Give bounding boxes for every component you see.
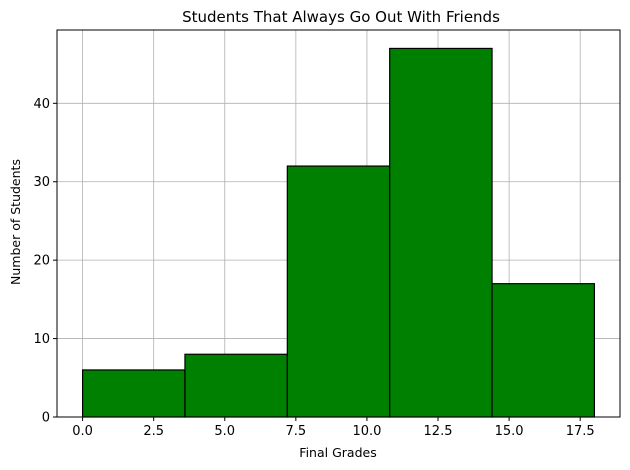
y-tick-label: 30 bbox=[33, 175, 50, 190]
chart-title: Students That Always Go Out With Friends bbox=[182, 8, 500, 26]
x-tick-label: 7.5 bbox=[286, 424, 307, 439]
histogram-bar bbox=[286, 165, 391, 418]
y-axis-ticks: 0 10 20 30 40 bbox=[33, 97, 57, 426]
x-axis-label: Final Grades bbox=[299, 445, 376, 460]
y-tick-label: 40 bbox=[33, 97, 50, 112]
x-tick-label: 2.5 bbox=[143, 424, 164, 439]
x-axis-ticks: 0.0 2.5 5.0 7.5 10.0 12.5 15.0 17.5 bbox=[72, 417, 595, 439]
bars bbox=[81, 47, 596, 418]
x-tick-label: 15.0 bbox=[495, 424, 524, 439]
y-tick-label: 0 bbox=[42, 411, 50, 426]
x-tick-label: 12.5 bbox=[424, 424, 453, 439]
x-tick-label: 5.0 bbox=[214, 424, 235, 439]
plot-frame bbox=[56, 29, 621, 418]
y-tick-label: 20 bbox=[33, 254, 50, 269]
x-tick-label: 10.0 bbox=[352, 424, 381, 439]
histogram-bar bbox=[389, 47, 493, 418]
y-tick-label: 10 bbox=[33, 332, 50, 347]
histogram-bar bbox=[81, 369, 186, 418]
histogram-bar bbox=[184, 353, 288, 418]
x-tick-label: 0.0 bbox=[72, 424, 93, 439]
histogram-bar bbox=[491, 283, 596, 418]
y-axis-label: Number of Students bbox=[8, 159, 23, 285]
x-tick-label: 17.5 bbox=[566, 424, 595, 439]
